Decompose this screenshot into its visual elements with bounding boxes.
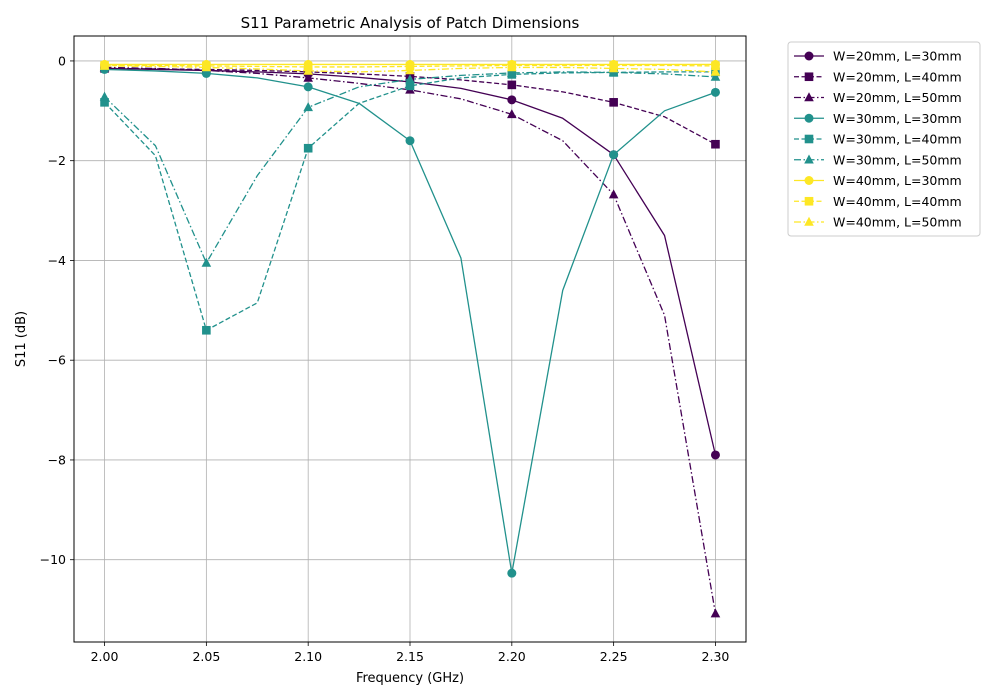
data-point <box>201 62 212 72</box>
data-point <box>608 63 619 73</box>
data-point <box>303 143 313 153</box>
legend-box <box>787 41 981 237</box>
x-tick-label: 2.00 <box>91 649 119 664</box>
x-tick-label: 2.15 <box>396 649 424 664</box>
data-point <box>405 65 415 75</box>
y-tick-label: 0 <box>58 53 66 68</box>
legend-label: W=20mm, L=30mm <box>833 49 962 64</box>
data-point <box>608 189 619 199</box>
data-point <box>100 98 109 107</box>
data-point <box>405 136 415 146</box>
data-point <box>507 80 517 90</box>
data-point <box>609 98 618 107</box>
x-tick-label: 2.05 <box>192 649 220 664</box>
data-point <box>710 87 720 97</box>
data-point <box>303 65 313 75</box>
data-point <box>405 74 415 84</box>
data-point <box>303 102 313 112</box>
legend-label: W=30mm, L=40mm <box>833 132 962 147</box>
legend-label: W=40mm, L=30mm <box>833 173 962 188</box>
legend: W=20mm, L=30mm W=20mm, L=40mm W=20mm, L=50… <box>787 41 981 237</box>
legend-entry: W=30mm, L=50mm <box>794 152 962 167</box>
chart-title: S11 Parametric Analysis of Patch Dimensi… <box>241 14 580 32</box>
legend-label: W=20mm, L=50mm <box>833 90 962 105</box>
data-point <box>507 67 517 77</box>
x-tick-label: 2.10 <box>294 649 322 664</box>
x-tick-label: 2.25 <box>600 649 628 664</box>
data-point <box>507 109 517 119</box>
data-point <box>202 325 211 335</box>
data-point <box>303 72 313 82</box>
legend-entry: W=30mm, L=30mm <box>794 111 962 126</box>
data-point <box>710 608 721 618</box>
data-point <box>405 81 415 91</box>
legend-marker <box>804 216 814 226</box>
legend-marker <box>804 92 814 102</box>
y-tick-label: −8 <box>48 452 66 467</box>
legend-label: W=40mm, L=40mm <box>833 194 962 209</box>
legend-marker <box>804 72 814 82</box>
legend-entry: W=40mm, L=30mm <box>794 173 962 188</box>
legend-marker <box>804 176 814 185</box>
series-layer <box>99 59 721 618</box>
data-point <box>507 95 517 105</box>
legend-label: W=20mm, L=40mm <box>833 69 962 84</box>
legend-marker <box>804 134 814 144</box>
y-tick-label: −6 <box>48 353 66 368</box>
legend-label: W=40mm, L=50mm <box>833 215 962 230</box>
legend-entry: W=40mm, L=40mm <box>794 194 962 209</box>
y-tick-label: −10 <box>40 552 66 567</box>
legend-entry: W=20mm, L=50mm <box>794 90 962 105</box>
legend-marker <box>804 51 814 61</box>
data-point <box>609 150 619 160</box>
legend-entry: W=30mm, L=40mm <box>794 132 962 147</box>
legend-label: W=30mm, L=50mm <box>833 152 962 167</box>
legend-entry: W=20mm, L=40mm <box>794 69 962 84</box>
series-group <box>99 60 721 76</box>
legend-label: W=30mm, L=30mm <box>833 111 962 126</box>
y-axis-label: S11 (dB) <box>14 311 29 367</box>
data-point <box>507 62 517 72</box>
x-tick-label: 2.20 <box>498 649 526 664</box>
data-point <box>507 568 517 578</box>
grid <box>74 36 746 642</box>
legend-entry: W=40mm, L=50mm <box>794 215 962 230</box>
legend-marker <box>804 113 814 123</box>
x-axis-label: Frequency (GHz) <box>356 671 464 686</box>
data-point <box>711 139 720 149</box>
data-point <box>201 257 212 267</box>
data-point <box>710 71 721 81</box>
y-tick-label: −2 <box>48 153 66 168</box>
x-tick-label: 2.30 <box>702 649 730 664</box>
series-group <box>99 67 721 267</box>
legend-marker <box>804 154 814 164</box>
y-tick-label: −4 <box>48 253 66 268</box>
data-point <box>99 60 110 70</box>
data-point <box>711 61 720 71</box>
legend-entry: W=20mm, L=30mm <box>794 49 962 64</box>
data-point <box>99 91 110 101</box>
data-point <box>710 66 721 76</box>
legend-marker <box>804 196 814 206</box>
data-point <box>710 450 720 460</box>
axes: 2.00 2.05 2.10 2.15 2.20 2.25 2.30 0 −2 −4 −6 −8 −10 <box>40 53 730 664</box>
data-point <box>303 82 313 92</box>
